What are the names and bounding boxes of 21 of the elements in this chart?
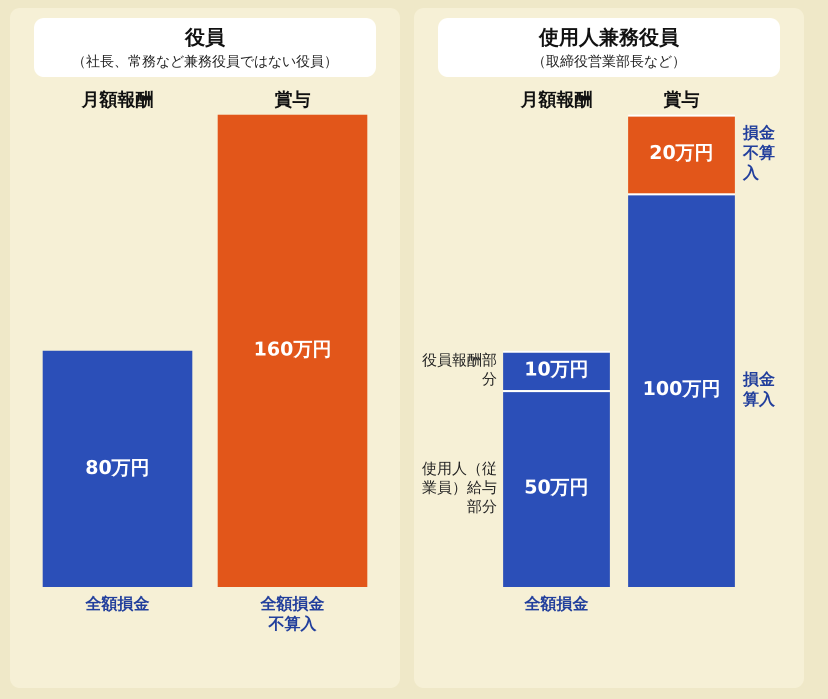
data-label: 100万円: [642, 378, 720, 400]
text: 全額損金: [84, 594, 150, 614]
data-label: 50万円: [524, 476, 589, 499]
chart-title: 使用人兼務役員: [538, 24, 680, 51]
chart-subtitle: （社長、常務など兼務役員ではない役員）: [71, 53, 339, 71]
x-tick-label: 賞与: [274, 89, 310, 110]
chart-subtitle: （取締役営業部長など）: [531, 53, 687, 71]
x-tick-label: 月額報酬: [80, 89, 154, 110]
annotation: 損金不算入: [742, 123, 775, 182]
series-label: 役員報酬部分: [422, 350, 498, 388]
series-label: 使用人（従業員）給与部分: [422, 459, 498, 516]
data-label: 20万円: [649, 142, 714, 164]
annotation: 損金算入: [742, 369, 776, 408]
chart-title: 役員: [184, 24, 226, 51]
text: 全額損金: [524, 594, 588, 614]
text: 全額損金不算入: [260, 594, 324, 634]
data-label: 80万円: [85, 456, 150, 479]
x-tick-label: 賞与: [664, 89, 700, 110]
data-label: 160万円: [254, 338, 332, 361]
x-tick-label: 月額報酬: [520, 89, 592, 110]
data-label: 10万円: [524, 358, 589, 380]
